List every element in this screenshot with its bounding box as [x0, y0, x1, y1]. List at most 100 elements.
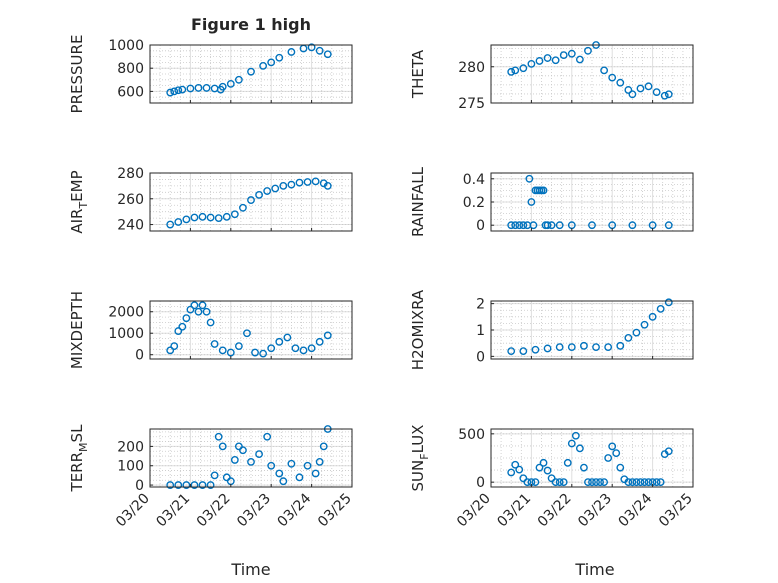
data-point — [644, 478, 653, 487]
data-point — [507, 67, 516, 76]
data-point — [624, 478, 633, 487]
data-point — [263, 187, 272, 195]
data-point — [210, 340, 219, 348]
y-tick-label: 0 — [476, 349, 485, 365]
data-point — [547, 474, 556, 483]
data-point — [202, 307, 211, 316]
data-point — [523, 478, 532, 487]
data-point — [559, 478, 568, 487]
data-point — [507, 347, 516, 355]
y-tick-label: 1 — [476, 323, 485, 339]
data-point — [267, 461, 276, 470]
axes-box — [490, 44, 694, 104]
y-tick-label: 0 — [476, 475, 485, 491]
axes-box — [149, 44, 353, 104]
data-point — [632, 478, 641, 487]
data-point — [190, 301, 199, 310]
y-tick-label: 800 — [117, 61, 144, 77]
y-tick-label: 600 — [117, 84, 144, 100]
data-point — [170, 87, 179, 96]
data-point — [166, 481, 175, 489]
data-point — [531, 478, 540, 487]
data-point — [580, 463, 588, 472]
subplot-1: 600 800 1000 PRESSURE — [68, 35, 353, 113]
data-point — [218, 346, 227, 355]
axes-box — [149, 428, 353, 488]
data-point — [592, 478, 600, 487]
data-point — [600, 478, 609, 487]
data-point — [652, 88, 661, 97]
data-point — [194, 307, 203, 316]
y-tick-label: 0 — [476, 218, 485, 234]
data-point — [303, 178, 312, 186]
data-point — [535, 57, 544, 65]
data-point — [592, 343, 600, 352]
data-point — [511, 460, 520, 469]
data-point — [515, 221, 524, 230]
y-tick-label: 1000 — [108, 38, 144, 54]
data-point — [182, 481, 191, 489]
data-point — [596, 478, 604, 487]
data-point — [210, 471, 219, 480]
data-point — [226, 348, 235, 357]
data-point — [543, 466, 552, 475]
data-point — [283, 333, 292, 342]
data-point — [580, 341, 588, 350]
data-point — [186, 305, 195, 314]
data-point — [190, 481, 199, 489]
data-point — [575, 55, 584, 64]
data-point — [555, 221, 564, 230]
y-tick-label: 0.2 — [463, 195, 485, 211]
data-point — [234, 442, 243, 451]
data-point — [640, 478, 649, 487]
data-point — [604, 343, 613, 352]
x-tick-label: 03/24 — [616, 490, 656, 530]
data-point — [315, 457, 324, 466]
x-tick-label: 03/21 — [153, 491, 193, 531]
data-point — [551, 56, 560, 65]
subplot-5: 0 1000 2000 MIXDEPTH — [68, 291, 353, 369]
data-point — [287, 48, 296, 56]
data-point — [267, 344, 276, 353]
data-point — [275, 53, 284, 62]
data-point — [555, 478, 564, 487]
subplot-8: 0 500 03/20 03/21 03/22 03/23 03/24 03/25 SUNFLU… — [409, 425, 696, 531]
data-point — [206, 318, 215, 327]
data-point — [616, 78, 625, 87]
data-point — [527, 59, 536, 68]
data-point — [174, 86, 183, 95]
y-axis-label: TERRMSL — [68, 424, 90, 493]
data-point — [166, 346, 175, 355]
y-tick-label: 0.4 — [463, 172, 485, 188]
data-point — [239, 203, 247, 212]
data-point — [166, 88, 175, 97]
data-point — [608, 73, 617, 82]
subplot-4: 0 0.2 0.4 RAINFALL — [409, 166, 694, 237]
data-point — [291, 344, 300, 353]
y-axis-label: H2OMIXRA — [409, 289, 427, 370]
data-point — [214, 214, 223, 223]
x-tick-label: 03/23 — [575, 491, 615, 531]
data-point — [539, 458, 548, 467]
data-point — [543, 344, 552, 353]
data-point — [267, 58, 276, 67]
data-point — [206, 213, 215, 222]
data-point — [584, 478, 592, 487]
subplot-6: 0 1 2 H2OMIXRA — [409, 289, 694, 370]
data-point — [255, 191, 263, 199]
data-point — [628, 221, 637, 230]
data-point — [535, 463, 544, 472]
data-point — [186, 84, 195, 93]
data-point — [234, 75, 243, 84]
data-point — [206, 481, 215, 489]
data-point — [311, 469, 320, 478]
data-point — [239, 446, 247, 455]
data-point — [543, 221, 552, 230]
x-axis-label-right: Time — [574, 560, 614, 579]
data-point — [311, 177, 320, 186]
data-point — [174, 218, 183, 226]
axes-box — [149, 172, 353, 232]
data-point — [608, 442, 617, 451]
data-point — [664, 447, 673, 456]
